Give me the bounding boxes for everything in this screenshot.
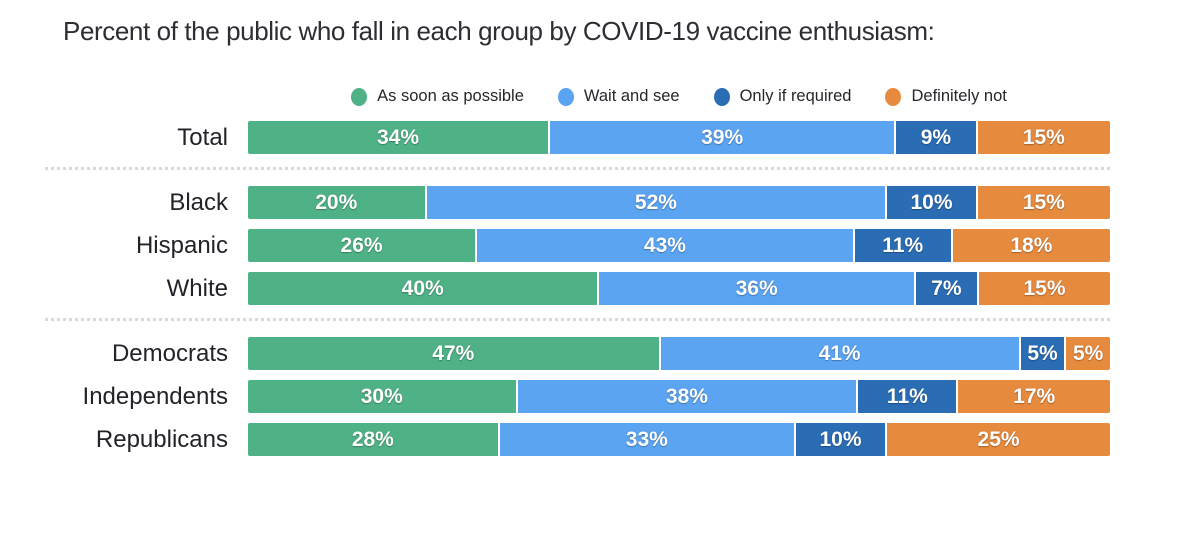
bar-segment[interactable]: 38% bbox=[517, 380, 857, 413]
bar-segment[interactable]: 18% bbox=[952, 229, 1110, 262]
bar-segment[interactable]: 11% bbox=[854, 229, 951, 262]
legend-item[interactable]: Wait and see bbox=[557, 87, 680, 106]
legend-swatch-icon bbox=[351, 87, 368, 106]
chart-page: Percent of the public who fall in each g… bbox=[43, 16, 1111, 456]
legend-item[interactable]: As soon as possible bbox=[351, 87, 524, 106]
bar-segment[interactable]: 41% bbox=[660, 337, 1019, 370]
stacked-bar: 20% 52% 10% 15% bbox=[248, 186, 1111, 219]
legend-item[interactable]: Only if required bbox=[713, 87, 852, 106]
row-label: Total bbox=[177, 123, 228, 151]
bar-group: Democrats 47% 41% 5% 5% Independents 30% 38% 11%… bbox=[43, 337, 1111, 456]
bar-segment[interactable]: 10% bbox=[795, 423, 886, 456]
chart-title: Percent of the public who fall in each g… bbox=[63, 16, 935, 46]
bar-row: Black 20% 52% 10% 15% bbox=[43, 186, 1111, 219]
bar-segment[interactable]: 34% bbox=[248, 121, 549, 154]
chart-rows: Total 34% 39% 9% 15% Black 20% 52% 10% 15% Hispani… bbox=[43, 121, 1111, 456]
legend-label: Wait and see bbox=[583, 87, 680, 105]
bar-segment[interactable]: 17% bbox=[958, 380, 1110, 413]
bar-segment[interactable]: 28% bbox=[248, 423, 498, 456]
bar-segment[interactable]: 11% bbox=[858, 380, 957, 413]
bar-segment[interactable]: 9% bbox=[896, 121, 976, 154]
bar-segment[interactable]: 15% bbox=[978, 272, 1110, 305]
bar-group: Total 34% 39% 9% 15% bbox=[43, 121, 1111, 154]
row-label: Independents bbox=[82, 382, 228, 410]
row-label: Hispanic bbox=[135, 231, 228, 259]
bar-segment[interactable]: 36% bbox=[599, 272, 914, 305]
stacked-bar-chart: As soon as possible Wait and see Only if r… bbox=[43, 87, 1111, 456]
bar-segment[interactable]: 15% bbox=[977, 121, 1111, 154]
legend: As soon as possible Wait and see Only if r… bbox=[248, 87, 1110, 106]
bar-segment[interactable]: 5% bbox=[1066, 337, 1110, 370]
group-separator bbox=[45, 167, 1110, 170]
bar-row: Democrats 47% 41% 5% 5% bbox=[43, 337, 1110, 370]
stacked-bar: 40% 36% 7% 15% bbox=[248, 272, 1110, 305]
bar-segment[interactable]: 25% bbox=[887, 423, 1111, 456]
bar-segment[interactable]: 26% bbox=[248, 229, 476, 262]
bar-segment[interactable]: 43% bbox=[477, 229, 853, 262]
bar-segment[interactable]: 52% bbox=[426, 186, 886, 219]
stacked-bar: 34% 39% 9% 15% bbox=[248, 121, 1111, 154]
legend-label: Definitely not bbox=[911, 87, 1007, 105]
bar-row: Total 34% 39% 9% 15% bbox=[43, 121, 1111, 154]
row-label: Republicans bbox=[95, 425, 228, 453]
legend-swatch-icon bbox=[713, 87, 730, 106]
bar-segment[interactable]: 5% bbox=[1020, 337, 1065, 370]
legend-swatch-icon bbox=[557, 87, 574, 106]
bar-segment[interactable]: 10% bbox=[887, 186, 976, 219]
stacked-bar: 47% 41% 5% 5% bbox=[248, 337, 1110, 370]
bar-row: Republicans 28% 33% 10% 25% bbox=[43, 423, 1111, 456]
bar-segment[interactable]: 30% bbox=[248, 380, 516, 413]
bar-segment[interactable]: 15% bbox=[977, 186, 1111, 219]
bar-row: Independents 30% 38% 11% 17% bbox=[43, 380, 1110, 413]
stacked-bar: 30% 38% 11% 17% bbox=[248, 380, 1110, 413]
stacked-bar: 26% 43% 11% 18% bbox=[248, 229, 1110, 262]
row-label: Black bbox=[169, 188, 228, 216]
row-label: Democrats bbox=[111, 339, 228, 367]
bar-segment[interactable]: 39% bbox=[550, 121, 895, 154]
legend-item[interactable]: Definitely not bbox=[885, 87, 1007, 106]
legend-swatch-icon bbox=[885, 87, 902, 106]
bar-segment[interactable]: 7% bbox=[915, 272, 977, 305]
group-separator bbox=[45, 318, 1110, 321]
stacked-bar: 28% 33% 10% 25% bbox=[248, 423, 1111, 456]
bar-segment[interactable]: 47% bbox=[248, 337, 659, 370]
bar-segment[interactable]: 20% bbox=[248, 186, 425, 219]
legend-label: As soon as possible bbox=[377, 87, 524, 105]
row-label: White bbox=[166, 274, 228, 302]
bar-segment[interactable]: 40% bbox=[248, 272, 598, 305]
bar-segment[interactable]: 33% bbox=[499, 423, 794, 456]
bar-group: Black 20% 52% 10% 15% Hispanic 26% 43% 11% 18% Whi… bbox=[43, 186, 1111, 305]
legend-label: Only if required bbox=[739, 87, 852, 105]
bar-row: White 40% 36% 7% 15% bbox=[43, 272, 1110, 305]
bar-row: Hispanic 26% 43% 11% 18% bbox=[43, 229, 1110, 262]
